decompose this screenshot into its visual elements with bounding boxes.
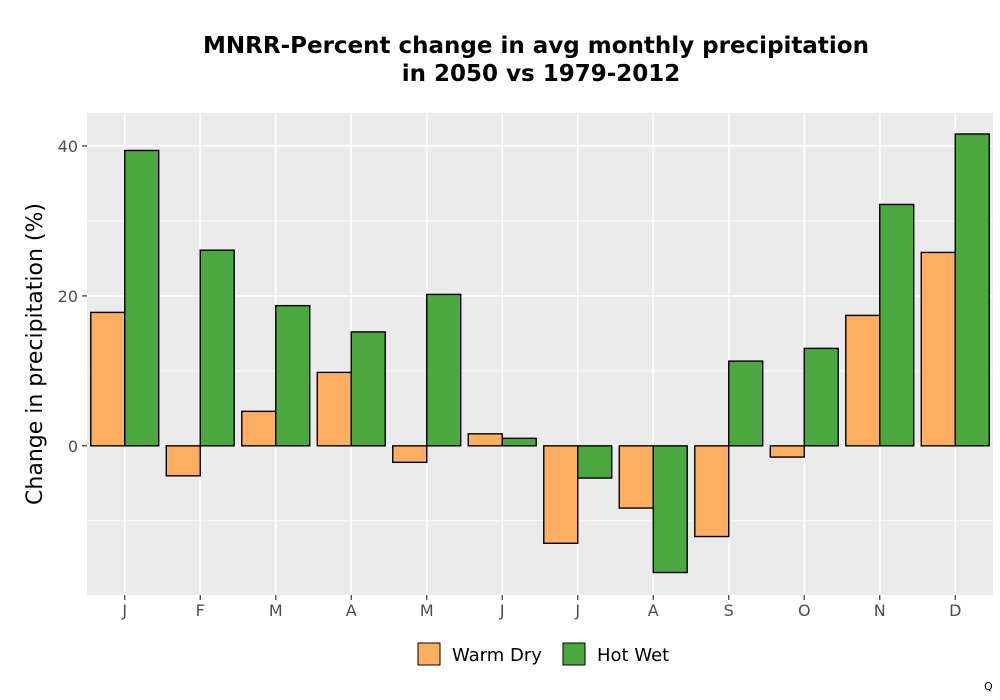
x-tick-label: D <box>949 601 961 620</box>
legend-key-warm-dry <box>417 642 441 666</box>
bar-warm-dry-6 <box>543 445 579 544</box>
y-tick-label: 40 <box>58 137 78 156</box>
bar-hot-wet-0 <box>124 149 160 447</box>
corner-mark: Q <box>984 680 993 693</box>
bar-hot-wet-11 <box>954 133 990 447</box>
bar-hot-wet-9 <box>803 347 839 447</box>
x-tick-label: J <box>574 601 580 620</box>
bar-warm-dry-9 <box>769 445 805 458</box>
bar-warm-dry-0 <box>90 311 126 447</box>
x-tick-label: A <box>346 601 357 620</box>
bar-hot-wet-2 <box>275 304 311 447</box>
bar-warm-dry-7 <box>618 445 654 509</box>
y-tick-label: 20 <box>58 287 78 306</box>
bar-warm-dry-4 <box>392 445 428 464</box>
legend: Warm Dry Hot Wet <box>417 642 669 666</box>
x-tick-label: S <box>724 601 734 620</box>
x-tick-label: J <box>499 601 505 620</box>
x-tick-label: N <box>874 601 886 620</box>
x-tick-label: J <box>121 601 127 620</box>
plot-panel <box>87 113 993 595</box>
bar-hot-wet-8 <box>728 360 764 447</box>
bar-warm-dry-11 <box>920 251 956 447</box>
bar-hot-wet-10 <box>879 203 915 447</box>
legend-label-hot-wet: Hot Wet <box>597 645 669 666</box>
y-axis-label: Change in precipitation (%) <box>23 203 48 505</box>
bar-hot-wet-7 <box>652 445 688 574</box>
bar-hot-wet-4 <box>426 293 462 447</box>
x-tick-label: F <box>196 601 205 620</box>
bar-warm-dry-3 <box>316 371 352 447</box>
chart-title-line-2: in 2050 vs 1979-2012 <box>402 61 681 87</box>
bar-hot-wet-3 <box>350 331 386 447</box>
bar-warm-dry-8 <box>694 445 730 538</box>
bars <box>90 133 990 574</box>
legend-key-hot-wet <box>562 642 586 666</box>
y-axis-ticks: 0 20 40 <box>58 137 87 456</box>
bar-warm-dry-5 <box>467 433 503 447</box>
chart-title-line-1: MNRR-Percent change in avg monthly preci… <box>203 33 869 59</box>
x-tick-label: O <box>798 601 811 620</box>
x-tick-label: M <box>420 601 434 620</box>
x-tick-label: M <box>269 601 283 620</box>
legend-label-warm-dry: Warm Dry <box>452 645 542 666</box>
bar-hot-wet-1 <box>199 249 235 447</box>
bar-warm-dry-10 <box>845 314 881 447</box>
x-tick-label: A <box>648 601 659 620</box>
bar-warm-dry-1 <box>165 445 201 477</box>
bar-warm-dry-2 <box>241 410 277 447</box>
bar-hot-wet-5 <box>501 437 537 447</box>
bar-hot-wet-6 <box>577 445 613 479</box>
y-tick-label: 0 <box>68 437 78 456</box>
